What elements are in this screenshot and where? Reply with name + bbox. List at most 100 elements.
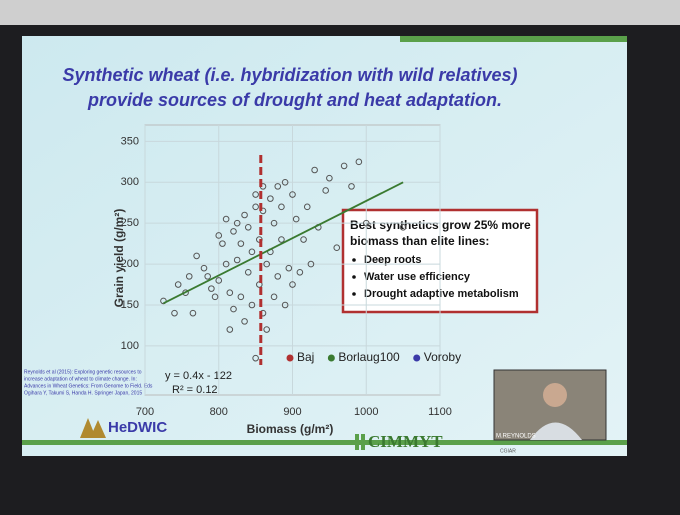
- data-point: [208, 285, 215, 292]
- citation-line: Advances in Wheat Genetics: From Genome …: [24, 383, 153, 389]
- data-point: [399, 223, 407, 231]
- y-tick-label: 150: [121, 299, 139, 311]
- data-point: [222, 215, 230, 223]
- y-tick-label: 100: [121, 340, 139, 352]
- data-point: [333, 244, 341, 252]
- speaker-body: [530, 422, 582, 440]
- x-tick-label: 800: [210, 406, 228, 418]
- callout-heading: Best synthetics grow 25% more: [350, 218, 531, 232]
- data-point: [241, 211, 248, 219]
- equation: R² = 0.12: [172, 384, 218, 396]
- data-point: [307, 260, 315, 268]
- data-point: [278, 203, 285, 211]
- data-point: [204, 273, 211, 280]
- data-point: [289, 191, 296, 198]
- y-tick-label: 200: [121, 258, 139, 270]
- bullet: [352, 275, 356, 279]
- citation-line: increase adaptation of wheat to climate …: [24, 376, 137, 382]
- data-point: [270, 293, 278, 301]
- x-tick-label: 1000: [354, 406, 378, 418]
- citation-line: Ogihara Y, Takumi S, Handa H. Springer J…: [24, 390, 142, 396]
- data-point: [303, 203, 311, 211]
- data-point: [193, 252, 200, 260]
- data-point: [160, 297, 167, 305]
- y-axis-label: Grain yield (g/m²): [112, 209, 126, 308]
- data-point: [219, 240, 226, 247]
- logo-text: CGIAR: [500, 448, 516, 454]
- citation-line: Reynolds et al (2015): Exploring genetic…: [24, 369, 142, 375]
- data-point: [222, 260, 230, 268]
- title-line: provide sources of drought and heat adap…: [87, 90, 502, 110]
- data-point: [270, 219, 278, 227]
- slide-stripe: [400, 36, 627, 42]
- data-point: [189, 309, 197, 317]
- logo-text: CIMMYT: [368, 432, 443, 451]
- data-point: [281, 178, 289, 186]
- data-point: [263, 260, 270, 268]
- equation: y = 0.4x - 122: [165, 370, 232, 382]
- data-point: [185, 273, 193, 280]
- data-point: [248, 301, 256, 309]
- data-point: [248, 248, 256, 256]
- data-point: [292, 215, 300, 223]
- y-tick-label: 350: [121, 135, 139, 147]
- trend-line: [163, 181, 404, 305]
- data-point: [267, 195, 274, 202]
- data-point: [233, 219, 241, 227]
- data-point: [244, 268, 252, 276]
- x-axis-label: Biomass (g/m²): [247, 422, 334, 436]
- data-point: [296, 268, 304, 276]
- x-tick-label: 700: [136, 406, 154, 418]
- legend-label: Voroby: [424, 350, 461, 364]
- data-point: [355, 158, 363, 166]
- x-tick-label: 900: [283, 406, 301, 418]
- data-point: [215, 232, 223, 239]
- bullet: [352, 258, 356, 262]
- data-point: [326, 174, 333, 182]
- data-point: [241, 318, 248, 325]
- data-point: [171, 309, 178, 317]
- data-point: [289, 281, 296, 288]
- data-point: [300, 236, 307, 243]
- x-tick-label: 1100: [428, 406, 452, 418]
- data-point: [226, 326, 234, 333]
- title-line: Synthetic wheat (i.e. hybridization with…: [62, 65, 517, 85]
- callout-bullet: Deep roots: [364, 254, 421, 266]
- cimmyt-icon: [355, 434, 359, 450]
- callout-heading: biomass than elite lines:: [350, 234, 489, 248]
- data-point: [252, 203, 259, 211]
- data-point: [230, 228, 237, 235]
- y-tick-label: 250: [121, 217, 139, 229]
- legend-label: Borlaug100: [338, 350, 400, 364]
- slide-stripe: [22, 440, 627, 445]
- legend-marker: [413, 354, 421, 362]
- callout-bullet: Drought adaptive metabolism: [364, 288, 519, 300]
- data-point: [215, 277, 223, 284]
- data-point: [200, 264, 208, 272]
- data-point: [211, 293, 219, 301]
- citation: Reynolds et al (2015): Exploring genetic…: [24, 369, 153, 396]
- hedwic-icon: [80, 418, 106, 438]
- data-point: [322, 187, 329, 194]
- data-point: [252, 191, 259, 198]
- data-point: [252, 354, 259, 362]
- data-point: [174, 281, 182, 288]
- legend-marker: [286, 354, 294, 362]
- data-point: [244, 223, 252, 231]
- data-point: [281, 301, 289, 309]
- data-point: [362, 219, 370, 227]
- legend-label: Baj: [297, 350, 314, 364]
- data-point: [285, 264, 293, 272]
- logo-text: HeDWIC: [108, 419, 167, 436]
- data-point: [237, 240, 245, 247]
- plot: 100 150 200 250 300 350 700 800 900 1000 1100 Baj Bo…: [121, 124, 461, 418]
- data-point: [274, 273, 282, 280]
- speaker-name: M.REYNOLDS: [496, 434, 536, 440]
- data-point: [233, 256, 241, 264]
- data-point: [226, 289, 234, 297]
- legend-marker: [327, 354, 335, 362]
- data-point: [340, 162, 348, 170]
- bullet: [352, 292, 356, 296]
